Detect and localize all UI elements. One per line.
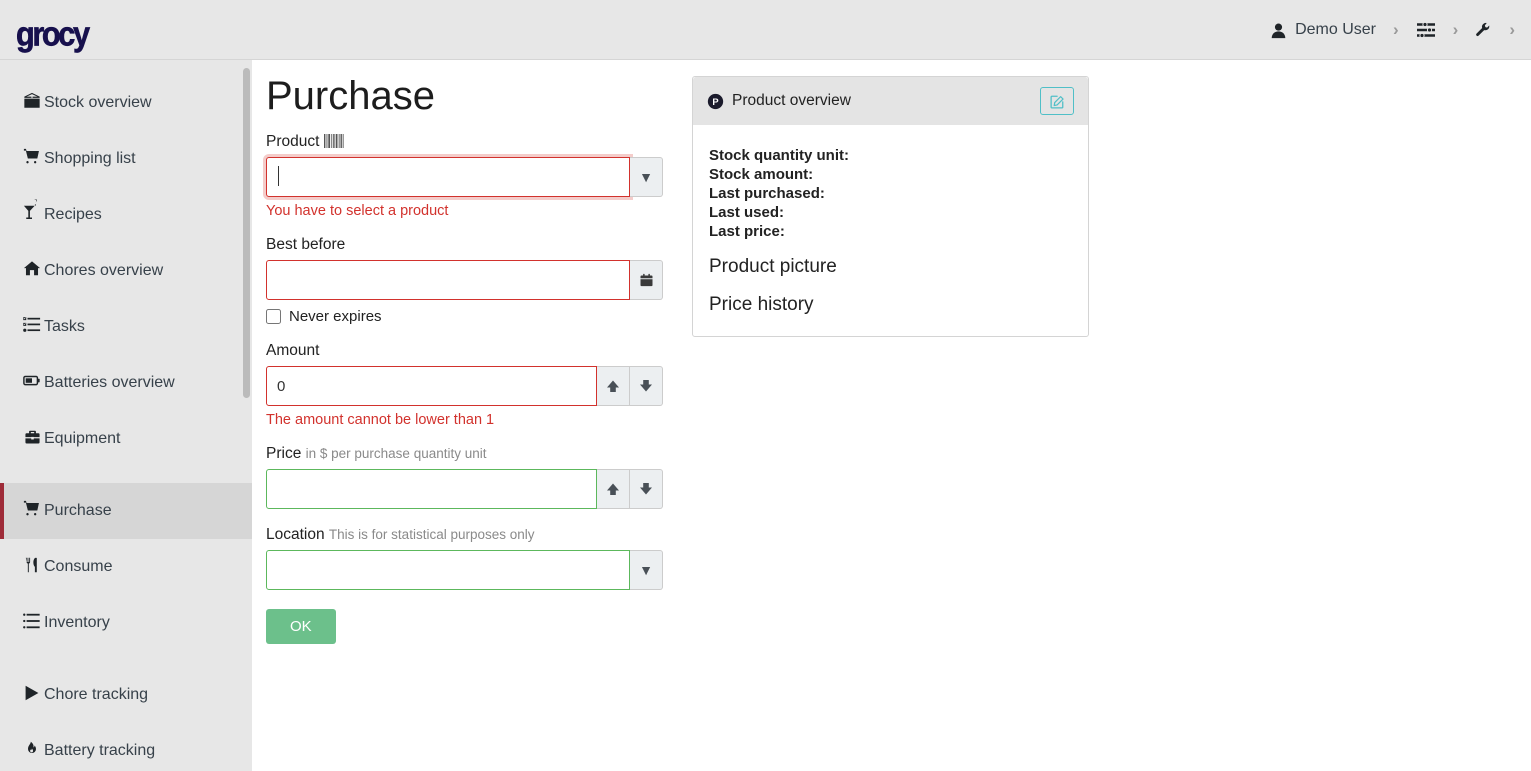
svg-text:P: P bbox=[712, 96, 718, 106]
